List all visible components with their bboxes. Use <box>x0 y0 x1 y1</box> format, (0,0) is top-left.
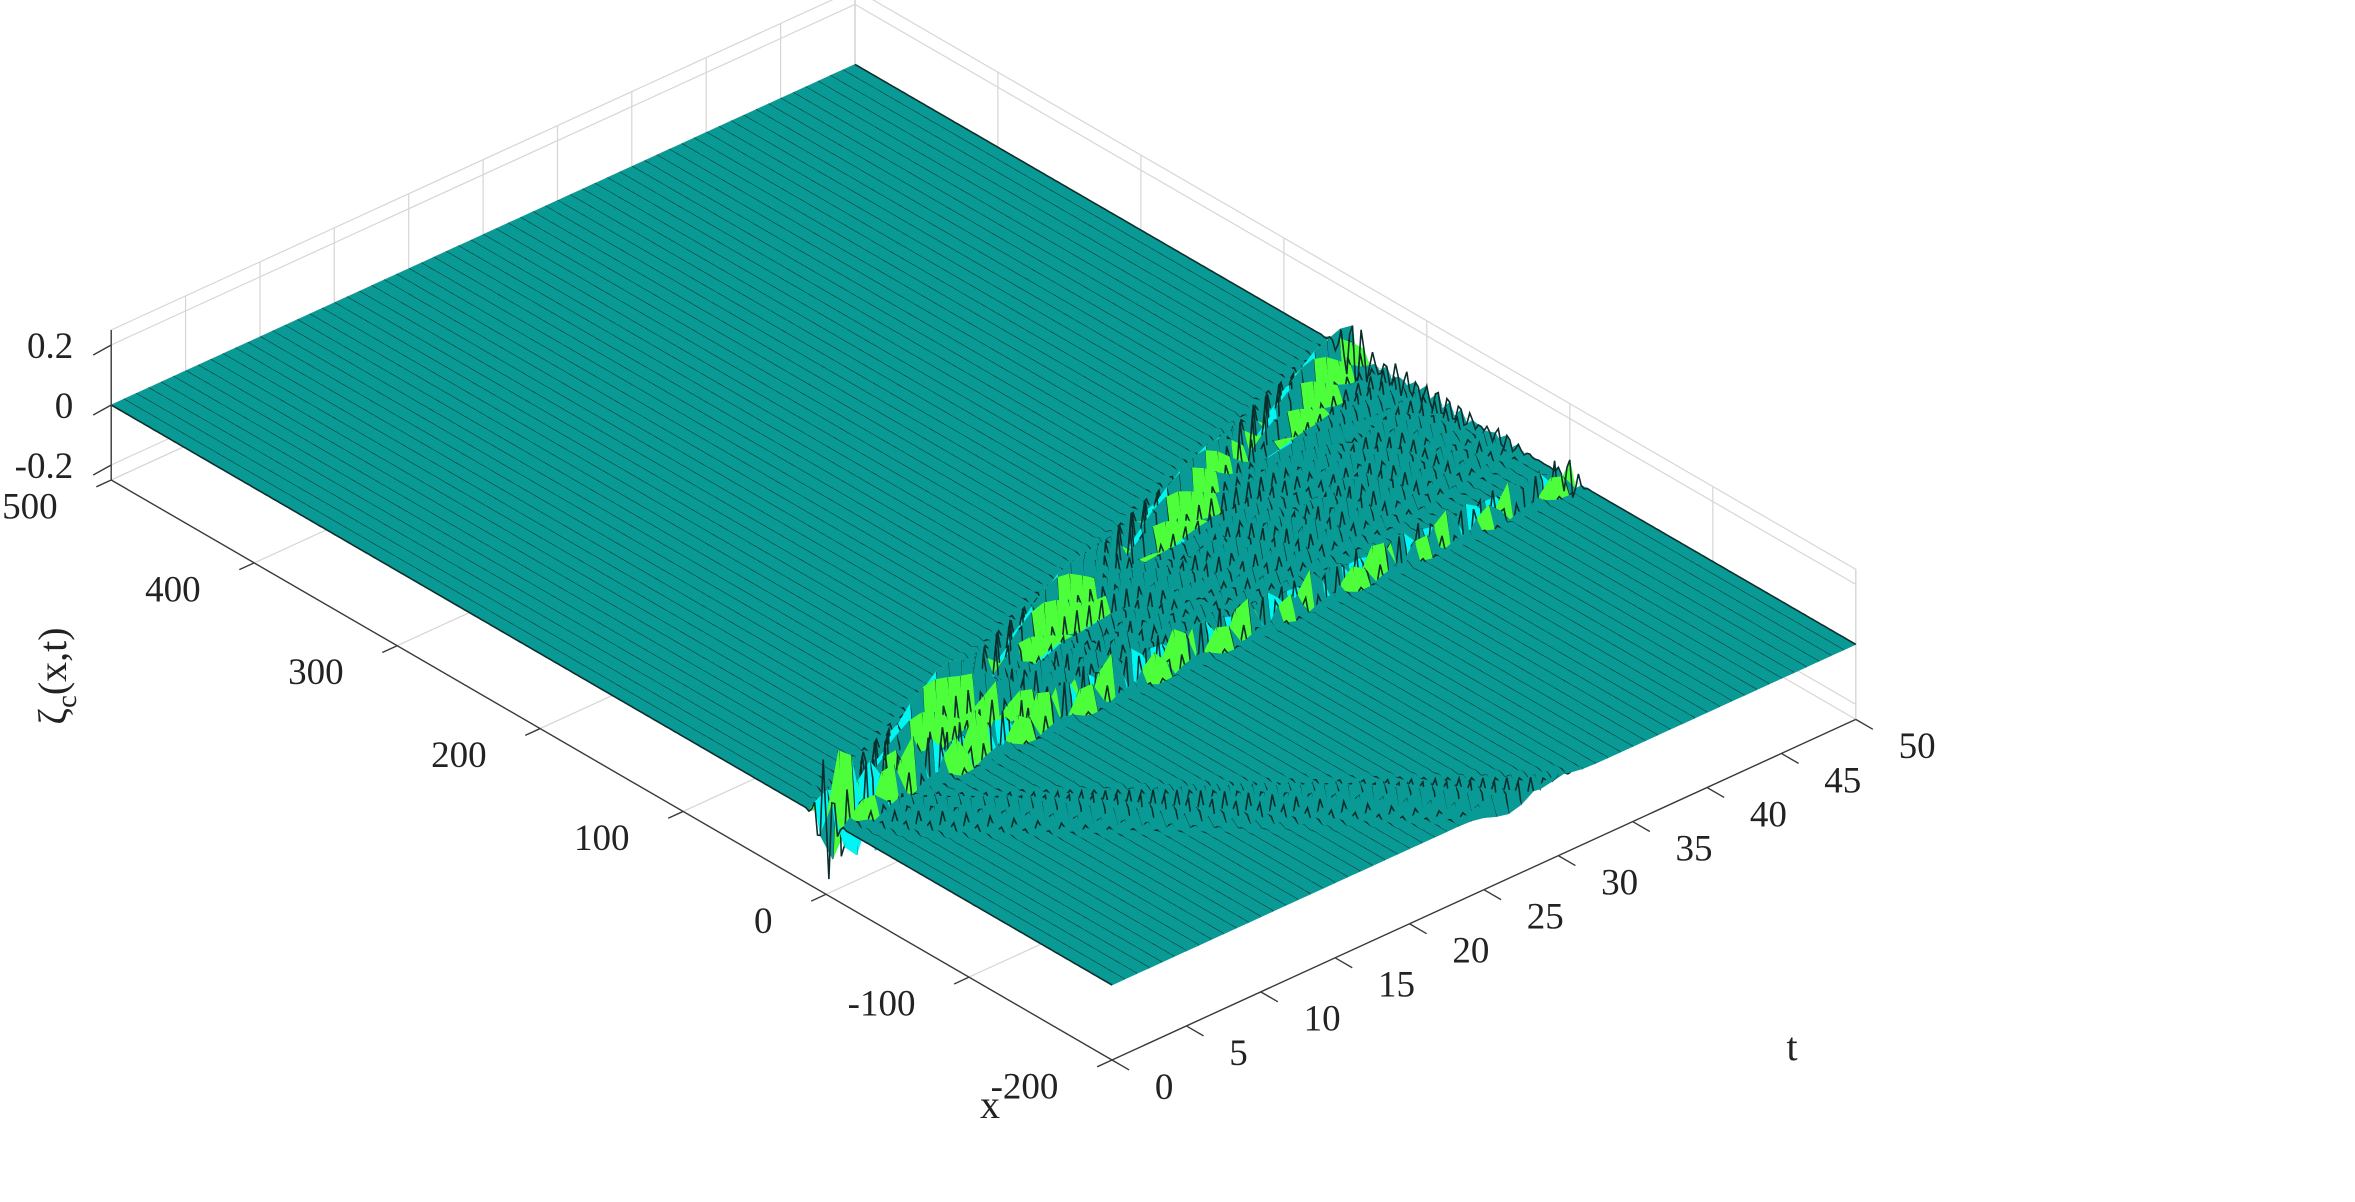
grid-line-z <box>110 3 1857 585</box>
surface-mesh <box>110 63 1857 986</box>
